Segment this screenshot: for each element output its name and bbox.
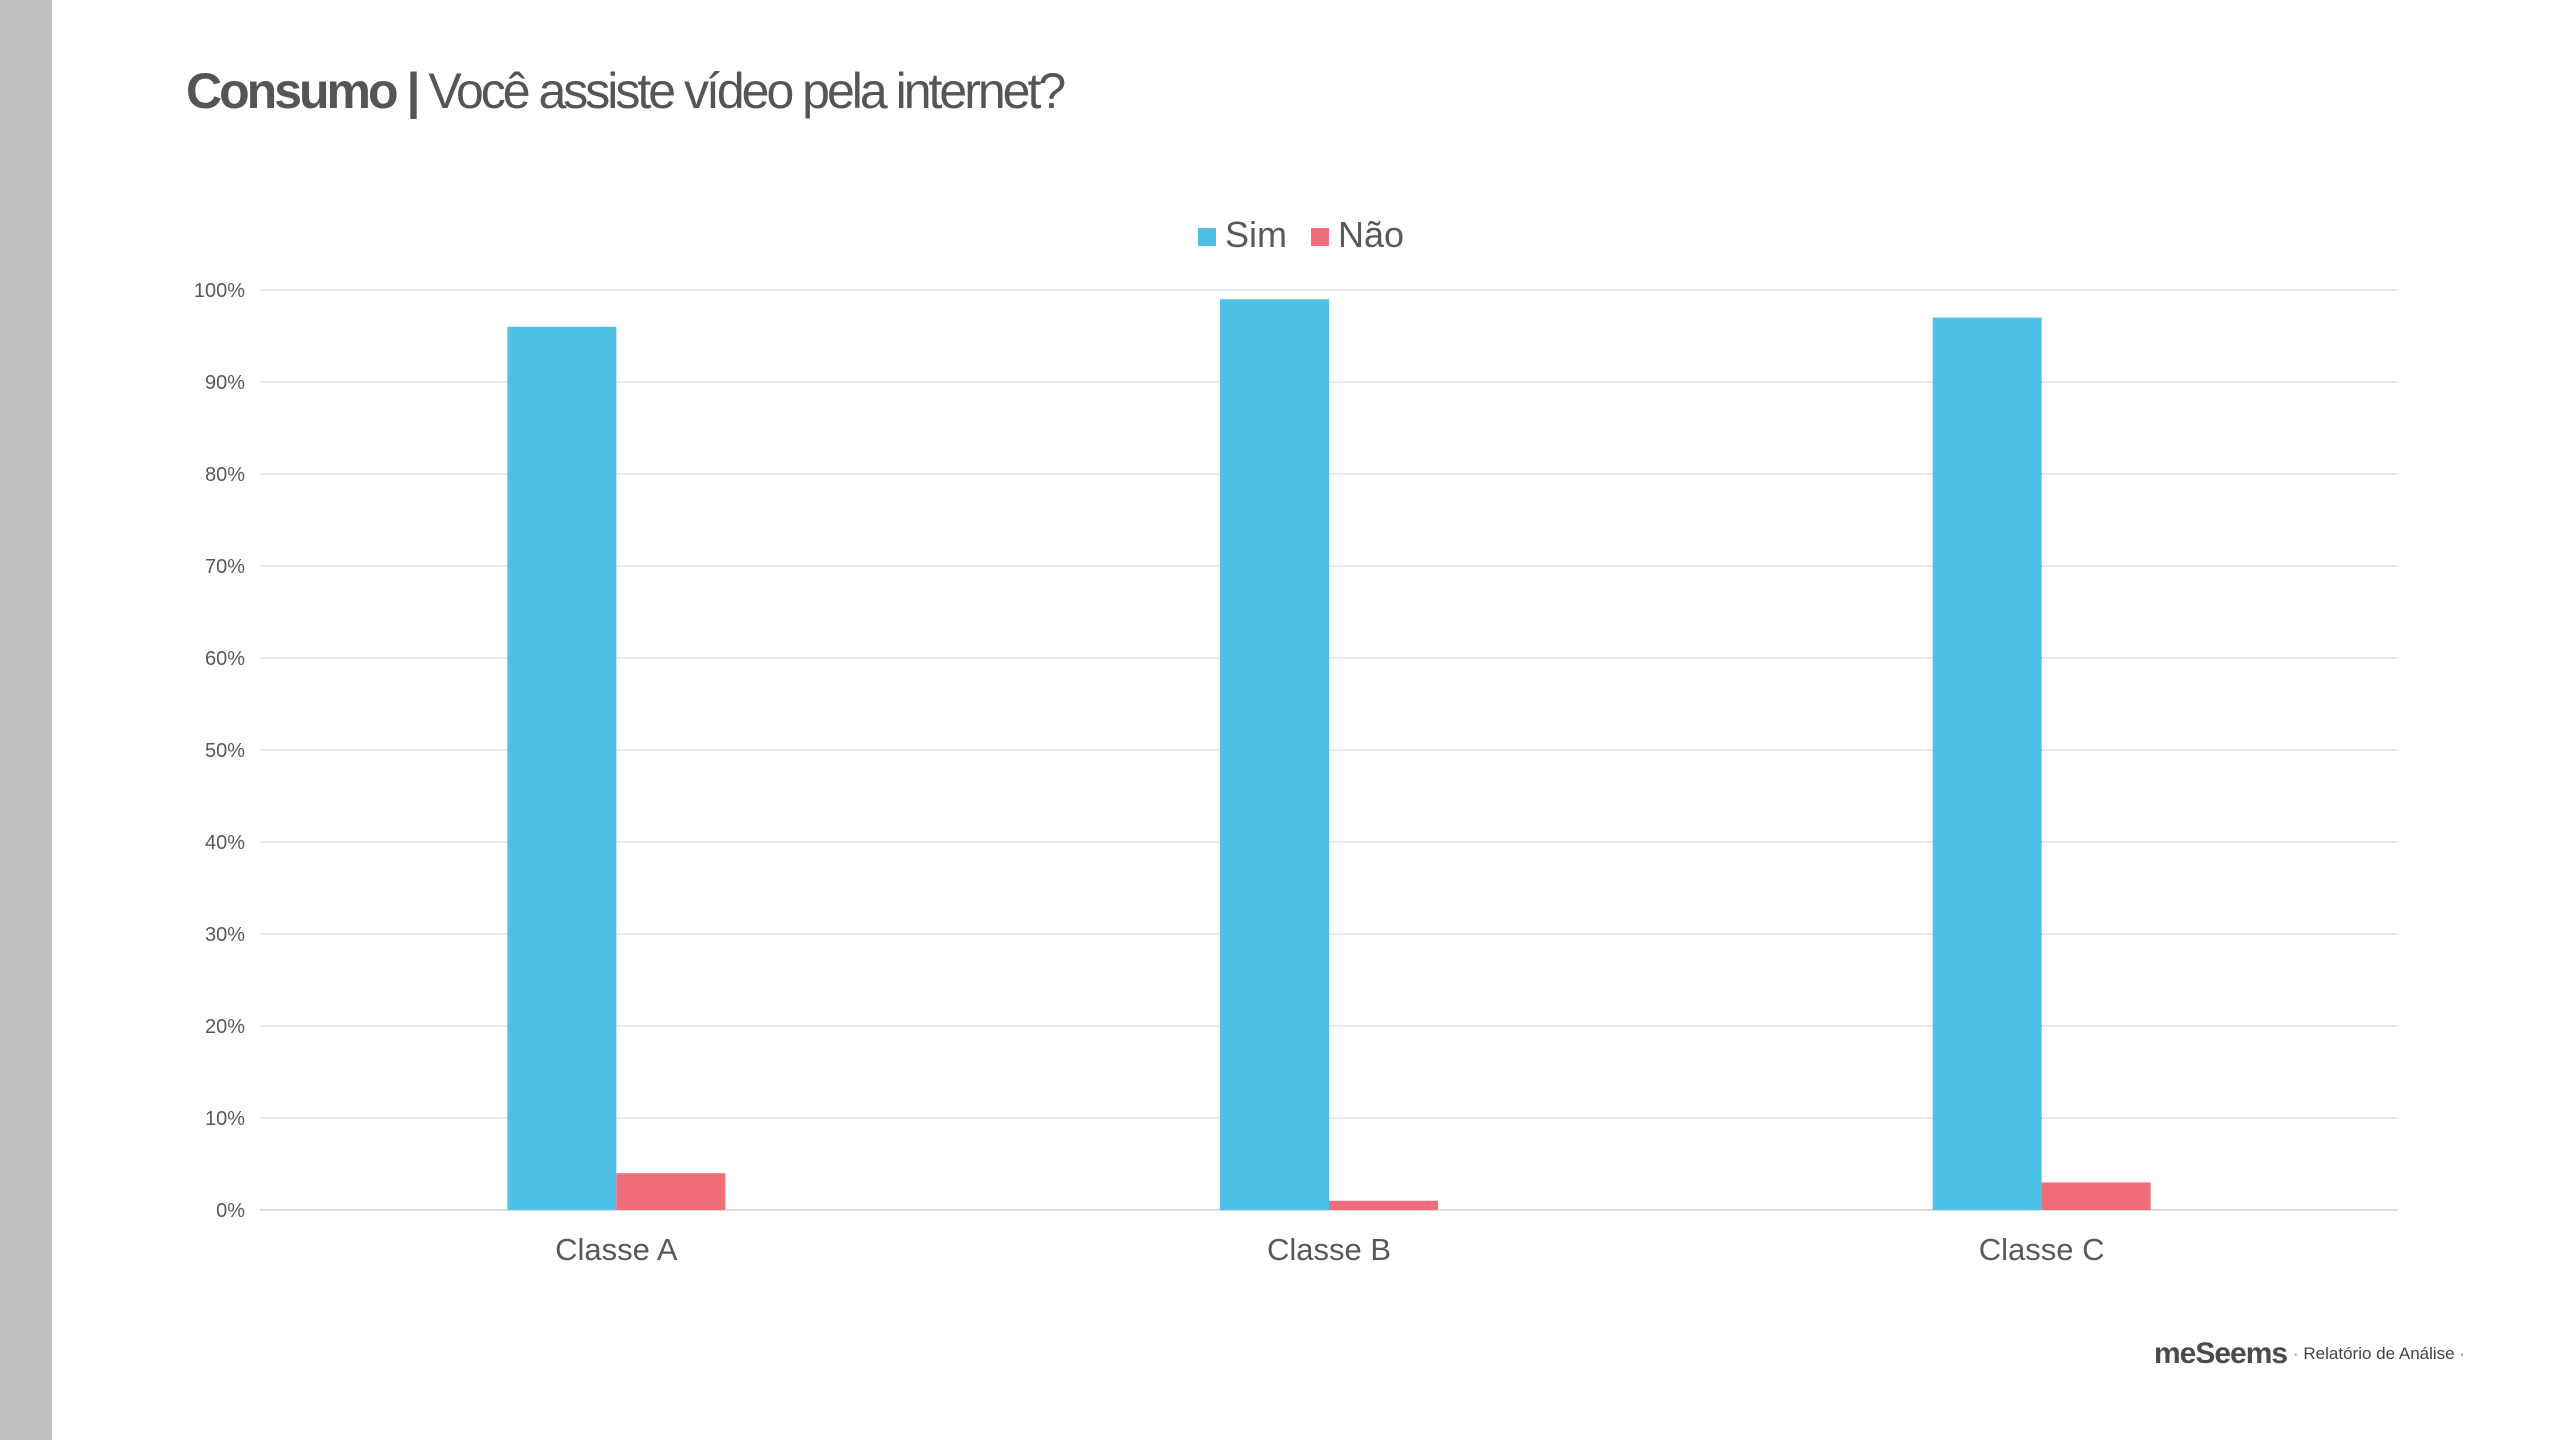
title-question: Você assiste vídeo pela internet?: [428, 63, 1066, 119]
x-tick-label: Classe C: [1979, 1232, 2105, 1267]
legend-swatch: [1311, 228, 1329, 246]
y-tick-label: 30%: [205, 924, 245, 946]
legend-swatch: [1198, 228, 1216, 246]
title-bold: Consumo: [186, 63, 399, 119]
brand-logo: meSeems: [2154, 1337, 2288, 1370]
legend-label: Não: [1338, 214, 1404, 255]
page-title: Consumo | Você assiste vídeo pela intern…: [186, 62, 1066, 120]
sidebar-strip: [0, 0, 52, 1440]
x-tick-label: Classe B: [1267, 1232, 1391, 1267]
bar-nao-3: [2041, 1182, 2151, 1210]
report-label-text: Relatório de Análise: [2303, 1344, 2455, 1363]
y-tick-label: 50%: [205, 740, 245, 762]
bar-sim-3: [1932, 317, 2042, 1211]
y-tick-label: 20%: [205, 1016, 245, 1038]
bar-sim-2: [1220, 299, 1329, 1210]
bar-nao-2: [1329, 1200, 1438, 1210]
x-tick-label: Classe A: [555, 1232, 678, 1267]
y-tick-label: 80%: [205, 464, 245, 486]
bar-nao-1: [616, 1173, 726, 1210]
y-tick-label: 10%: [205, 1108, 245, 1130]
y-tick-label: 0%: [216, 1200, 245, 1222]
footer-dot-left: ·: [2293, 1344, 2299, 1363]
y-tick-label: 100%: [194, 280, 245, 302]
y-tick-label: 90%: [205, 372, 245, 394]
y-tick-label: 40%: [205, 832, 245, 854]
title-separator: |: [406, 63, 420, 119]
footer-dot-right: ·: [2459, 1344, 2466, 1363]
report-label: · Relatório de Análise ·: [2293, 1344, 2465, 1364]
legend-label: Sim: [1225, 214, 1287, 255]
y-tick-label: 60%: [205, 648, 245, 670]
y-tick-label: 70%: [205, 556, 245, 578]
bar-sim-1: [507, 326, 617, 1210]
